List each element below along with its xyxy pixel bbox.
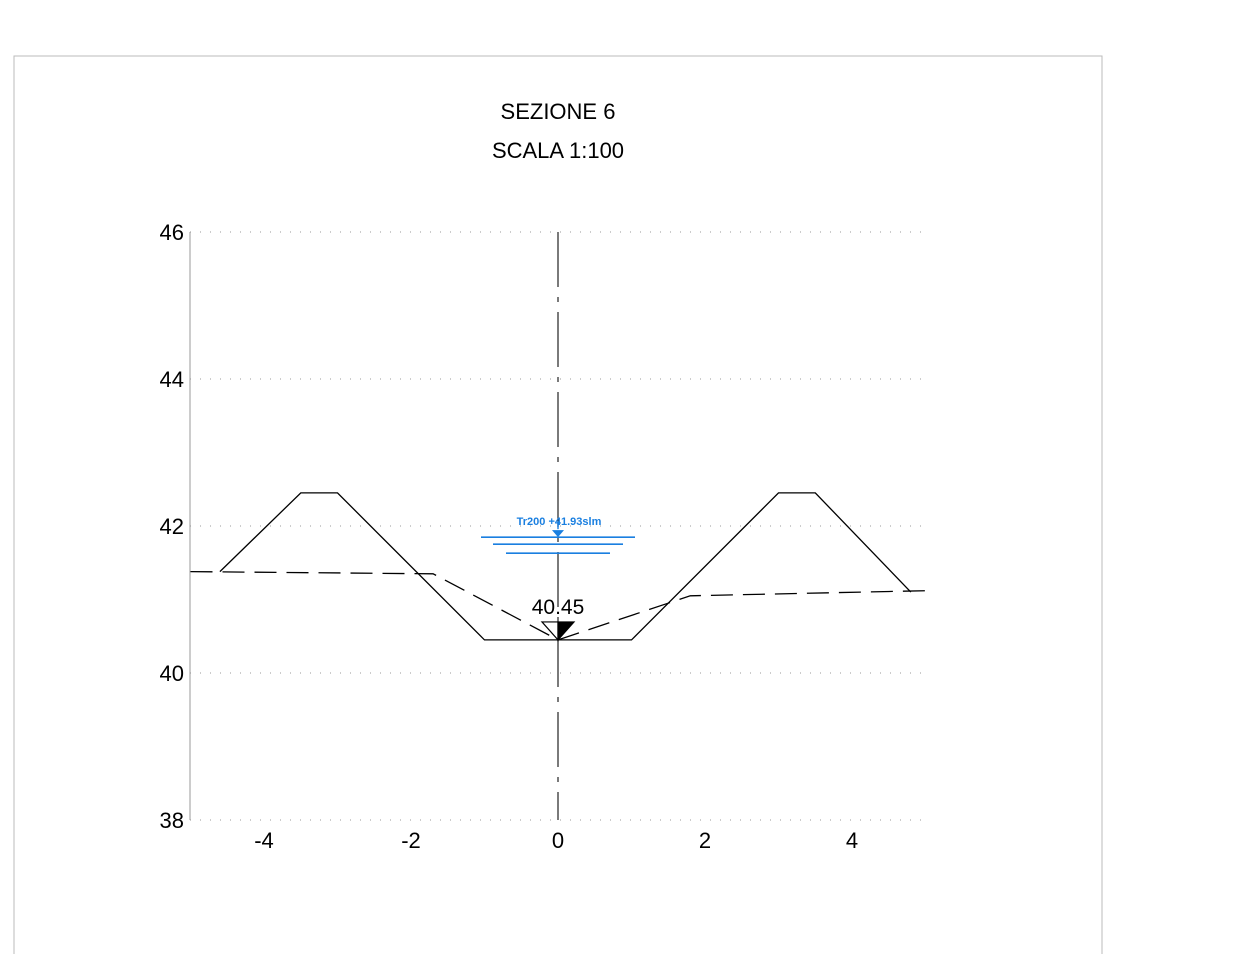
x-tick-label: 4 bbox=[846, 828, 858, 853]
thalweg-label: 40.45 bbox=[532, 596, 585, 619]
y-tick-label: 46 bbox=[160, 220, 184, 245]
x-tick-label: 2 bbox=[699, 828, 711, 853]
water-level-label: Tr200 +41.93slm bbox=[517, 516, 602, 528]
drawing-subtitle: SCALA 1:100 bbox=[492, 138, 624, 163]
existing-ground-line bbox=[190, 570, 926, 641]
drawing-frame bbox=[13, 55, 1103, 954]
y-tick-label: 44 bbox=[160, 367, 184, 392]
x-tick-label: 0 bbox=[552, 828, 564, 853]
cross-section-plot: 38 40 42 44 46 -4 -2 0 2 4 40.45 Tr200 +41.93slm bbox=[160, 220, 930, 853]
y-tick-label: 40 bbox=[160, 661, 184, 686]
x-tick-label: -4 bbox=[254, 828, 274, 853]
x-tick-label: -2 bbox=[401, 828, 421, 853]
water-level-marker bbox=[552, 530, 564, 538]
thalweg-marker-right bbox=[557, 621, 576, 642]
y-tick-label: 38 bbox=[160, 808, 184, 833]
thalweg-marker-left bbox=[540, 621, 559, 642]
drawing-title: SEZIONE 6 bbox=[501, 99, 616, 124]
y-tick-label: 42 bbox=[160, 514, 184, 539]
